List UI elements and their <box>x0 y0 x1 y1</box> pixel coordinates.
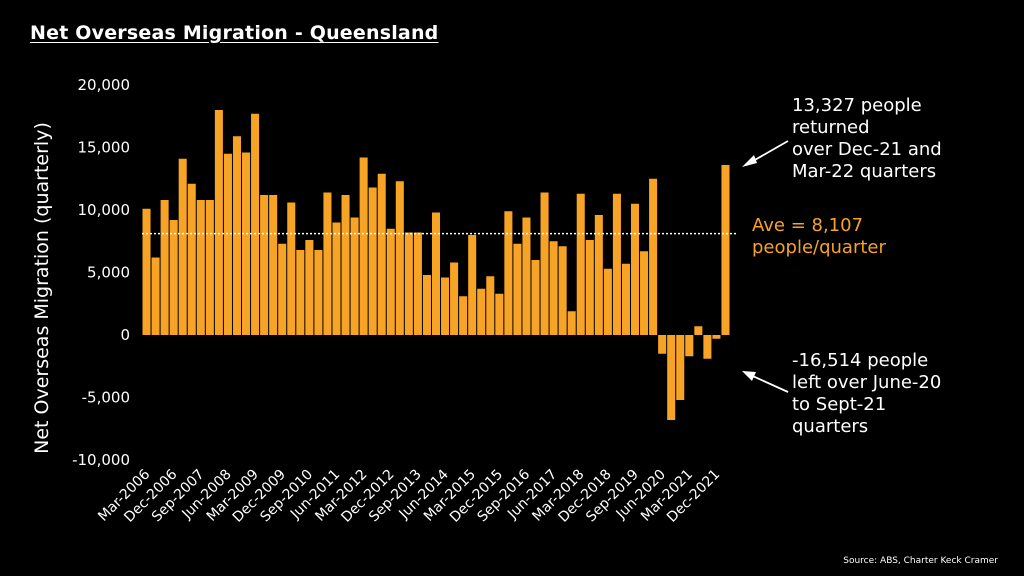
bar <box>205 200 214 335</box>
y-tick-label: -5,000 <box>82 389 130 407</box>
bar <box>649 178 658 335</box>
y-axis-ticks: 20,000 15,000 10,000 5,000 0 -5,000 -10,000 <box>72 76 130 469</box>
arrow-returned-head <box>742 155 757 167</box>
bar <box>621 263 630 335</box>
bar <box>450 262 459 335</box>
bar <box>594 215 603 335</box>
bar <box>332 222 341 335</box>
bar <box>477 288 486 335</box>
bar <box>314 250 323 335</box>
bar <box>341 195 350 335</box>
bar <box>242 152 251 335</box>
bar <box>377 173 386 335</box>
bar <box>567 311 576 335</box>
bar <box>721 165 730 335</box>
bar <box>703 335 712 359</box>
y-tick-label: 5,000 <box>87 264 130 282</box>
bar <box>142 208 151 335</box>
source-note: Source: ABS, Charter Keck Cramer <box>843 556 998 566</box>
bar <box>422 275 431 335</box>
bar <box>486 276 495 335</box>
bar <box>350 217 359 335</box>
bar <box>694 326 703 335</box>
y-tick-label: 0 <box>120 326 130 344</box>
annotation-returned: 13,327 people returned over Dec-21 and M… <box>792 95 942 182</box>
bar <box>459 296 468 335</box>
y-tick-label: 20,000 <box>78 76 131 94</box>
bar <box>305 240 314 335</box>
bar <box>413 232 422 335</box>
bar <box>603 268 612 335</box>
bar <box>178 158 187 335</box>
bar <box>404 232 413 335</box>
chart-title: Net Overseas Migration - Queensland <box>30 22 439 44</box>
y-tick-label: 10,000 <box>78 201 131 219</box>
bar <box>160 200 169 335</box>
bar <box>187 183 196 335</box>
bar <box>549 241 558 335</box>
bars <box>142 110 730 420</box>
bar <box>522 217 531 335</box>
bar <box>287 202 296 335</box>
bar <box>658 335 667 354</box>
bar <box>395 181 404 335</box>
bar <box>612 193 621 335</box>
bar <box>214 110 223 335</box>
bar <box>585 240 594 335</box>
bar <box>368 187 377 335</box>
bar <box>667 335 676 420</box>
bar <box>260 195 269 335</box>
bar <box>685 335 694 357</box>
y-tick-label: 15,000 <box>78 139 131 157</box>
bar <box>269 195 278 335</box>
bar <box>441 277 450 335</box>
annotation-left: -16,514 people left over June-20 to Sept… <box>792 350 942 437</box>
y-tick-label: -10,000 <box>72 451 130 469</box>
x-axis-ticks: Mar-2006Dec-2006Sep-2007Jun-2008Mar-2009… <box>95 466 723 525</box>
annotation-average: Ave = 8,107 people/quarter <box>752 215 886 258</box>
arrow-left-head <box>742 371 756 381</box>
bar <box>712 335 721 339</box>
bar <box>576 193 585 335</box>
bar <box>323 192 332 335</box>
bar <box>513 243 522 335</box>
bar <box>169 220 178 335</box>
bar <box>278 243 287 335</box>
bar <box>504 211 513 335</box>
bar <box>640 251 649 335</box>
bar <box>196 200 205 335</box>
bar <box>558 246 567 335</box>
bar <box>151 257 160 335</box>
bar <box>223 153 232 335</box>
bar <box>386 228 395 335</box>
bar <box>630 203 640 335</box>
bar <box>359 157 368 335</box>
bar <box>431 212 441 335</box>
bar <box>676 335 685 400</box>
bar <box>540 192 549 335</box>
bar <box>468 235 477 335</box>
bar <box>531 260 540 335</box>
bar <box>296 250 305 335</box>
bar <box>232 136 242 335</box>
bar <box>251 113 260 335</box>
y-axis-label: Net Overseas Migration (quarterly) <box>31 122 53 454</box>
bar <box>495 293 504 335</box>
